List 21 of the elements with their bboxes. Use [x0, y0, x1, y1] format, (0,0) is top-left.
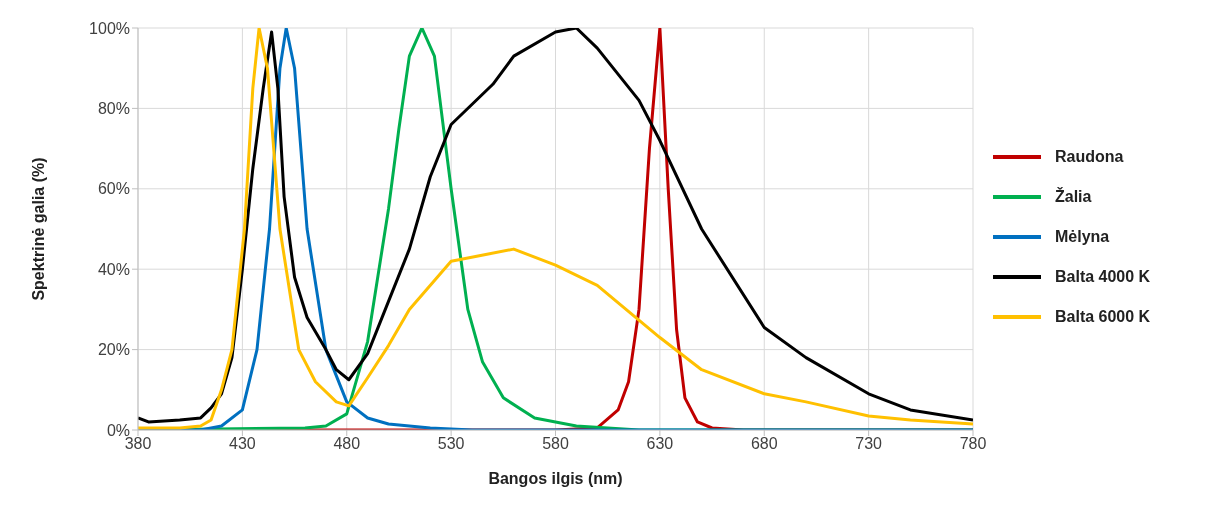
y-tick-label: 80% — [97, 100, 130, 118]
y-tick-label: 60% — [97, 180, 130, 198]
x-axis-title: Bangos ilgis (nm) — [488, 470, 623, 487]
y-tick-label: 40% — [97, 260, 130, 278]
legend-label: Balta 4000 K — [1055, 268, 1151, 286]
x-tick-label: 680 — [750, 435, 778, 453]
y-tick-label: 100% — [89, 19, 130, 37]
x-tick-label: 380 — [124, 435, 152, 453]
x-tick-label: 580 — [542, 435, 569, 453]
y-tick-label: 20% — [97, 341, 130, 359]
y-axis-title: Spektrinė galia (%) — [29, 157, 47, 301]
legend-label: Žalia — [1055, 188, 1092, 206]
x-tick-label: 780 — [959, 435, 987, 453]
legend-label: Mėlyna — [1055, 228, 1110, 246]
x-tick-label: 730 — [855, 435, 883, 453]
x-tick-label: 480 — [333, 435, 361, 453]
x-tick-label: 630 — [646, 435, 674, 453]
legend-label: Raudona — [1055, 148, 1124, 166]
x-tick-label: 530 — [437, 435, 465, 453]
legend-label: Balta 6000 K — [1055, 308, 1151, 326]
x-tick-label: 430 — [229, 435, 256, 453]
